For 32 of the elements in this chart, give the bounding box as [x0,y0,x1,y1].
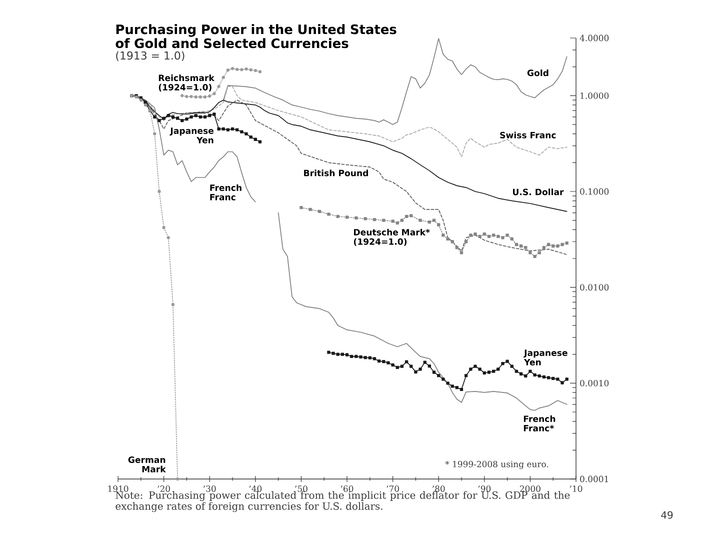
series-label: French Franc [210,184,242,200]
y-tick-label: 0.0100 [580,284,609,291]
text: Note: Purchasing power calculated from the implicit price deflator for U.S. GDP and the exchange rates of foreign currencies for U.S. dollars. [116,491,570,512]
y-tick-label: 0.1000 [580,188,609,195]
x-tick-label: ’20 [158,486,170,492]
x-tick-label: 2000 [520,486,540,492]
annotation: * 1999-2008 using euro. [445,460,548,470]
x-tick-label: ’10 [570,486,582,492]
x-tick-label: 1910 [108,486,128,492]
x-tick-label: ’40 [249,486,262,492]
series-label: British Pound [304,170,368,176]
x-tick-label: ’30 [203,486,216,492]
series-label: Swiss Franc [500,132,556,138]
x-tick-label: ’70 [386,486,399,492]
series-label: Reichsmark (1924=1.0) [158,74,215,92]
series-label: Gold [527,70,548,76]
series-label: Deutsche Mark* (1924=1.0) [354,228,430,246]
series-label: Japanese Yen [524,350,568,366]
text: 49 [661,511,673,519]
y-tick-label: 1.0000 [580,92,609,99]
x-tick-label: ’50 [295,486,308,492]
chart-title: Purchasing Power in the United States of Gold and Selected Currencies [116,24,396,48]
text: (1913 = 1.0) [116,51,184,61]
series-label: German Mark [128,456,166,472]
x-tick-label: ’60 [340,486,354,492]
y-tick-label: 4.0000 [580,34,609,42]
y-tick-label: 0.0010 [580,380,609,386]
series-label: U.S. Dollar [513,188,564,196]
series-label: Japanese Yen [170,128,214,144]
x-tick-label: ’80 [432,486,445,492]
y-tick-label: 0.0001 [580,476,608,482]
series-label: French Franc* [524,415,556,432]
